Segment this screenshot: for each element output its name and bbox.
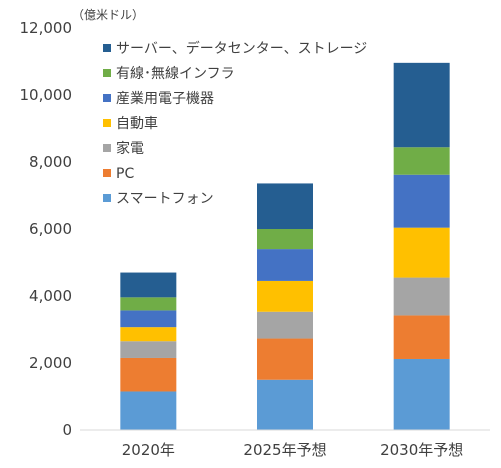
y-tick-label: 2,000 (29, 354, 72, 372)
legend-label: PC (116, 166, 134, 182)
bar-segment (257, 249, 313, 281)
bar-segment (257, 311, 313, 339)
legend-label: 自動車 (116, 115, 158, 132)
bar-segment (120, 297, 177, 311)
bar-segment (393, 277, 450, 316)
x-tick-label: 2025年予想 (243, 441, 326, 459)
bar-segment (393, 315, 450, 359)
legend-swatch (103, 94, 111, 102)
bar-segment (393, 147, 450, 175)
y-tick-label: 10,000 (20, 86, 73, 104)
bar-segment (257, 183, 313, 229)
legend-label: 産業用電子機器 (116, 91, 214, 107)
legend-label: サーバー、データセンター、ストレージ (116, 40, 367, 57)
y-axis-ticks: 0 2,000 4,000 6,000 8,000 10,000 12,000 (20, 19, 73, 439)
bar-segment (120, 341, 177, 358)
legend-swatch (103, 119, 111, 127)
bar-segment (120, 391, 177, 430)
bar-segment (257, 280, 313, 312)
bars (120, 62, 450, 430)
bar-segment (120, 357, 177, 392)
y-tick-label: 12,000 (20, 19, 73, 37)
y-tick-label: 4,000 (29, 287, 72, 305)
legend-swatch (103, 69, 111, 77)
legend-swatch (103, 144, 111, 152)
bar-segment (120, 272, 177, 298)
bar-segment (393, 227, 450, 278)
legend-label: 有線･無線インフラ (116, 66, 235, 82)
legend-swatch (103, 194, 111, 202)
bar-segment (120, 310, 177, 328)
y-tick-label: 0 (62, 421, 72, 439)
legend-swatch (103, 169, 111, 177)
bar-segment (393, 174, 450, 228)
x-axis-labels: 2020年 2025年予想 2030年予想 (122, 441, 464, 459)
legend-label: スマートフォン (116, 191, 214, 207)
bar-segment (393, 62, 450, 148)
x-tick-label: 2030年予想 (380, 441, 463, 459)
bar-segment (257, 338, 313, 380)
legend-label: 家電 (116, 140, 144, 157)
bar-segment (257, 379, 313, 430)
bar-segment (120, 327, 177, 342)
y-tick-label: 6,000 (29, 220, 72, 238)
y-axis-unit-label: （億米ドル） (72, 8, 144, 22)
bar-segment (257, 229, 313, 250)
y-tick-label: 8,000 (29, 153, 72, 171)
x-tick-label: 2020年 (122, 441, 175, 459)
legend-swatch (103, 44, 111, 52)
bar-segment (393, 358, 450, 430)
